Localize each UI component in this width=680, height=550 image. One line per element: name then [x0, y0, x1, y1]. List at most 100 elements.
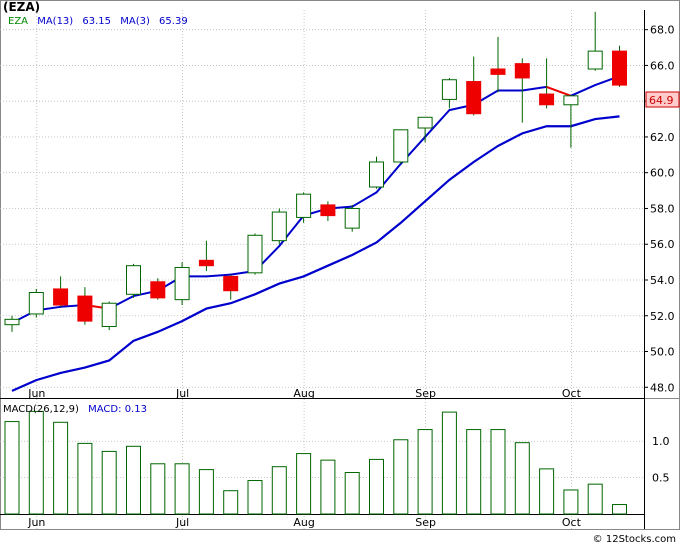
- legend-symbol: EZA: [8, 16, 28, 27]
- macd-bar: [198, 469, 214, 515]
- footer-credit: © 12Stocks.com: [593, 534, 676, 545]
- candle-up: [28, 292, 44, 315]
- macd-legend: MACD(26,12,9) MACD: 0.13: [3, 404, 147, 415]
- price-tick-label: 50.0: [650, 346, 675, 359]
- macd-month-label: Sep: [415, 516, 436, 529]
- candle-up: [296, 193, 312, 218]
- macd-value-label: MACD:: [88, 404, 121, 415]
- candle-up: [369, 161, 384, 188]
- macd-bar: [296, 453, 312, 515]
- macd-bar: [417, 429, 433, 515]
- ma3-segment: [521, 85, 548, 92]
- price-tick-label: 48.0: [650, 381, 675, 394]
- candle-down: [320, 204, 336, 217]
- macd-bar: [28, 410, 44, 515]
- macd-bar: [247, 480, 263, 515]
- legend-ma13-value: 63.15: [82, 16, 111, 27]
- candle-up: [126, 265, 141, 295]
- macd-value: 0.13: [125, 404, 147, 415]
- macd-bar: [393, 439, 409, 515]
- candle-up: [174, 266, 190, 301]
- macd-month-label: Oct: [562, 516, 582, 529]
- candle-up: [344, 207, 360, 229]
- candle-down: [612, 50, 627, 86]
- price-month-label: Aug: [293, 387, 314, 400]
- macd-bar: [150, 463, 166, 515]
- macd-tick-label: 0.5: [652, 472, 670, 485]
- candle-up: [417, 116, 433, 129]
- macd-bar: [514, 442, 530, 515]
- macd-bar: [587, 483, 603, 515]
- macd-bar: [320, 459, 336, 515]
- macd-month-label: Jun: [27, 516, 45, 529]
- price-month-label: Oct: [562, 387, 582, 400]
- macd-bar: [271, 466, 287, 515]
- macd-bar: [563, 489, 579, 515]
- macd-bars: [4, 410, 627, 515]
- last-price-tag-box: [645, 91, 680, 108]
- candle-down: [53, 288, 69, 306]
- price-legend: EZA MA(13) 63.15 MA(3) 65.39: [8, 16, 188, 27]
- ma13-polyline: [11, 115, 620, 392]
- price-tick-label: 68.0: [650, 24, 675, 37]
- candle-up: [271, 211, 287, 242]
- macd-bar: [344, 472, 360, 515]
- price-tick-label: 62.0: [650, 131, 675, 144]
- macd-bar: [53, 421, 69, 515]
- macd-bar: [539, 468, 555, 515]
- axis-labels: 48.050.052.054.056.058.060.062.064.066.0…: [27, 24, 675, 529]
- legend-ma3-label: MA(3): [120, 16, 150, 27]
- candle-down: [223, 275, 239, 292]
- macd-month-label: Jul: [175, 516, 189, 529]
- candle-up: [247, 234, 263, 274]
- macd-params-label: MACD(26,12,9): [3, 404, 79, 415]
- price-panel-frame: [0, 0, 680, 399]
- ma3-segment: [545, 85, 572, 97]
- price-month-label: Sep: [415, 387, 436, 400]
- macd-bar: [369, 458, 384, 515]
- macd-bar: [466, 429, 482, 515]
- macd-tick-label: 1.0: [652, 435, 670, 448]
- ma3-segment: [424, 109, 451, 138]
- macd-month-label: Aug: [293, 516, 314, 529]
- price-month-label: Jun: [27, 387, 45, 400]
- candle-down: [466, 81, 482, 115]
- macd-bar: [174, 463, 190, 515]
- candle-up: [4, 318, 20, 326]
- candle-up: [587, 50, 603, 70]
- price-tick-label: 52.0: [650, 310, 675, 323]
- chart-title: (EZA): [3, 0, 40, 14]
- macd-bar: [77, 442, 93, 515]
- ma3-segment: [375, 162, 402, 194]
- macd-bar: [4, 421, 20, 515]
- candle-down: [514, 63, 530, 79]
- ma3-segment: [205, 273, 232, 278]
- macd-bar: [223, 490, 239, 515]
- legend-ma3-value: 65.39: [159, 16, 188, 27]
- price-tick-label: 60.0: [650, 167, 675, 180]
- last-price-tag-text: 64.9: [649, 94, 674, 107]
- macd-bar: [101, 450, 117, 515]
- ma3-segment: [351, 191, 378, 208]
- price-month-label: Jul: [175, 387, 189, 400]
- candle-up: [563, 95, 579, 106]
- candle-up: [441, 79, 457, 100]
- last-price-tag: 64.9: [645, 91, 680, 108]
- price-tick-label: 58.0: [650, 202, 675, 215]
- macd-bar: [490, 429, 506, 515]
- candlesticks: [4, 11, 627, 332]
- candle-up: [101, 302, 117, 327]
- macd-bar: [612, 504, 627, 515]
- price-tick-label: 56.0: [650, 238, 675, 251]
- macd-bar: [126, 445, 141, 515]
- ma13-line: [11, 115, 620, 392]
- legend-ma13-label: MA(13): [37, 16, 73, 27]
- candle-down: [539, 93, 555, 106]
- candle-up: [393, 129, 409, 163]
- ma3-segment: [569, 84, 597, 97]
- candle-down: [150, 281, 166, 299]
- macd-bar: [441, 411, 457, 515]
- candle-down: [198, 259, 214, 267]
